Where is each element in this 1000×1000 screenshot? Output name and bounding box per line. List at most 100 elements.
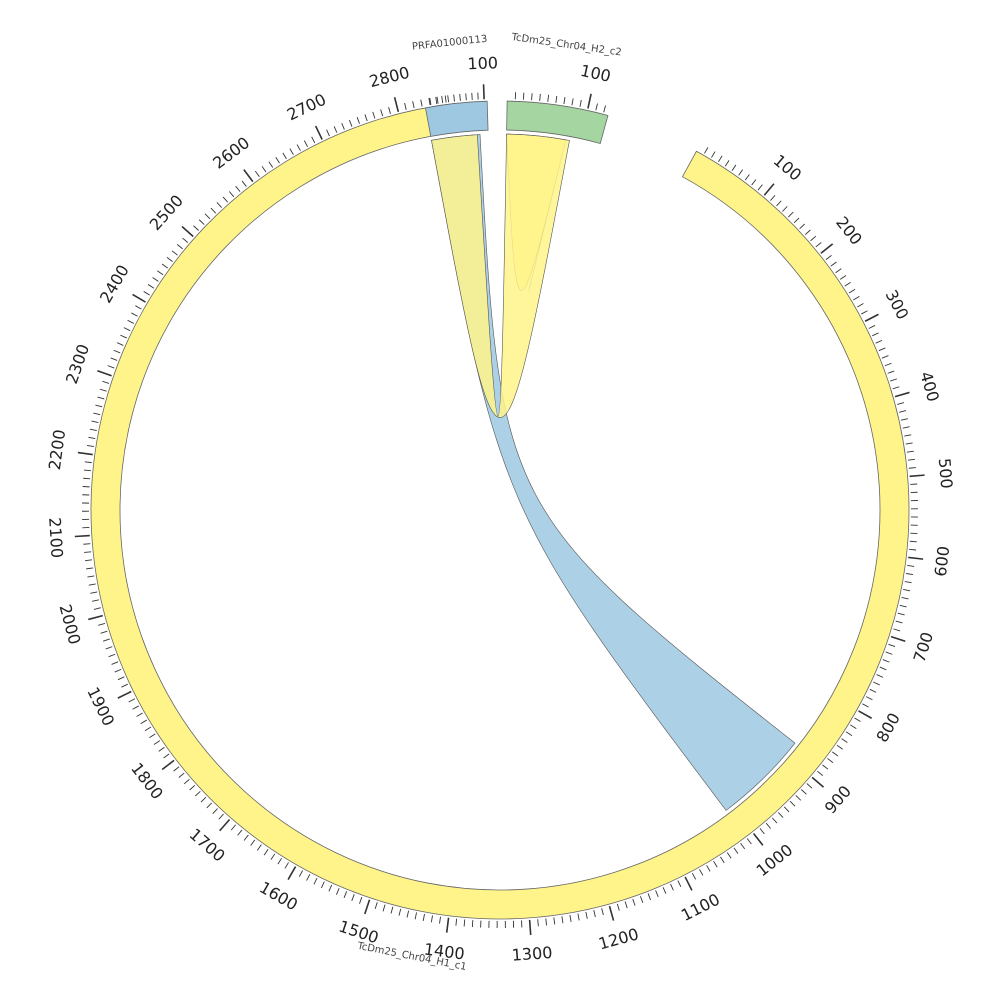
tick-label: 2600 bbox=[209, 133, 253, 173]
major-tick bbox=[864, 313, 879, 322]
minor-tick bbox=[879, 666, 887, 671]
minor-tick bbox=[907, 565, 915, 567]
minor-tick bbox=[356, 117, 360, 124]
minor-tick bbox=[632, 898, 636, 906]
major-tick bbox=[117, 690, 132, 699]
major-tick bbox=[858, 710, 873, 719]
minor-tick bbox=[806, 783, 813, 789]
tick-label: 2400 bbox=[96, 261, 133, 306]
minor-tick bbox=[782, 206, 788, 212]
minor-tick bbox=[243, 834, 249, 841]
tick-label: 200 bbox=[832, 213, 866, 249]
minor-tick bbox=[738, 169, 744, 176]
minor-tick bbox=[429, 97, 432, 105]
minor-tick bbox=[903, 589, 911, 592]
minor-tick bbox=[98, 622, 106, 626]
minor-tick bbox=[210, 207, 217, 214]
minor-tick bbox=[298, 870, 304, 877]
minor-tick bbox=[127, 319, 134, 324]
minor-tick bbox=[655, 890, 659, 898]
segment-p bbox=[424, 100, 489, 137]
minor-tick bbox=[250, 839, 256, 846]
minor-tick bbox=[875, 339, 883, 344]
minor-tick bbox=[144, 726, 152, 732]
tick-label: 1700 bbox=[186, 825, 229, 866]
minor-tick bbox=[640, 896, 644, 903]
minor-tick bbox=[359, 896, 363, 904]
minor-tick bbox=[228, 191, 235, 198]
minor-tick bbox=[390, 906, 394, 914]
minor-tick bbox=[822, 764, 829, 770]
minor-tick bbox=[904, 434, 912, 437]
major-tick bbox=[364, 899, 371, 915]
minor-tick bbox=[157, 270, 164, 276]
minor-tick bbox=[872, 332, 879, 337]
minor-tick bbox=[869, 688, 877, 693]
major-tick bbox=[77, 451, 93, 456]
minor-tick bbox=[380, 109, 384, 117]
minor-tick bbox=[388, 106, 391, 114]
minor-tick bbox=[311, 136, 316, 144]
segment-c2 bbox=[506, 100, 609, 144]
link-1 bbox=[431, 134, 796, 811]
minor-tick bbox=[256, 844, 262, 851]
minor-tick bbox=[131, 312, 138, 317]
segment-label-c2: TcDm25_Chr04_H2_c2 bbox=[510, 32, 622, 59]
major-tick bbox=[909, 474, 925, 478]
minor-tick bbox=[801, 789, 807, 795]
minor-tick bbox=[173, 766, 180, 772]
minor-tick bbox=[123, 327, 131, 332]
minor-tick bbox=[804, 229, 811, 236]
minor-tick bbox=[114, 668, 122, 673]
major-tick bbox=[528, 919, 532, 935]
major-tick bbox=[243, 169, 254, 183]
minor-tick bbox=[152, 277, 159, 282]
minor-tick bbox=[436, 96, 439, 104]
minor-tick bbox=[120, 334, 127, 339]
minor-tick bbox=[86, 444, 95, 447]
minor-tick bbox=[795, 795, 802, 801]
minor-tick bbox=[218, 813, 224, 820]
minor-tick bbox=[86, 567, 94, 570]
minor-tick bbox=[907, 458, 915, 461]
tick-label: 500 bbox=[935, 457, 956, 489]
minor-tick bbox=[153, 740, 161, 745]
major-tick bbox=[161, 759, 175, 771]
minor-tick bbox=[545, 918, 548, 926]
minor-tick bbox=[624, 901, 628, 909]
minor-tick bbox=[825, 255, 832, 261]
minor-tick bbox=[428, 98, 431, 106]
minor-tick bbox=[720, 856, 725, 864]
minor-tick bbox=[857, 303, 864, 308]
minor-tick bbox=[374, 902, 378, 910]
segment-c1 bbox=[90, 103, 910, 920]
minor-tick bbox=[270, 853, 276, 860]
tick-label: 1200 bbox=[596, 924, 640, 953]
minor-tick bbox=[595, 103, 598, 111]
minor-tick bbox=[108, 653, 116, 658]
minor-tick bbox=[899, 604, 907, 608]
minor-tick bbox=[275, 156, 280, 164]
minor-tick bbox=[900, 418, 908, 421]
minor-tick bbox=[222, 196, 229, 203]
minor-tick bbox=[706, 865, 711, 872]
minor-tick bbox=[289, 148, 294, 155]
major-tick bbox=[132, 293, 146, 303]
minor-tick bbox=[647, 893, 651, 901]
minor-tick bbox=[770, 194, 776, 201]
minor-tick bbox=[746, 838, 752, 845]
minor-tick bbox=[163, 753, 170, 759]
minor-tick bbox=[268, 161, 274, 168]
minor-tick bbox=[176, 244, 183, 250]
minor-tick bbox=[296, 144, 301, 151]
minor-tick bbox=[733, 847, 739, 854]
tick-label: 100 bbox=[770, 151, 806, 185]
minor-tick bbox=[571, 98, 574, 106]
minor-tick bbox=[776, 200, 782, 207]
minor-tick bbox=[453, 94, 455, 102]
minor-tick bbox=[539, 93, 541, 101]
minor-tick bbox=[593, 910, 596, 918]
major-tick bbox=[74, 534, 90, 538]
tick-label: 2300 bbox=[62, 342, 93, 387]
